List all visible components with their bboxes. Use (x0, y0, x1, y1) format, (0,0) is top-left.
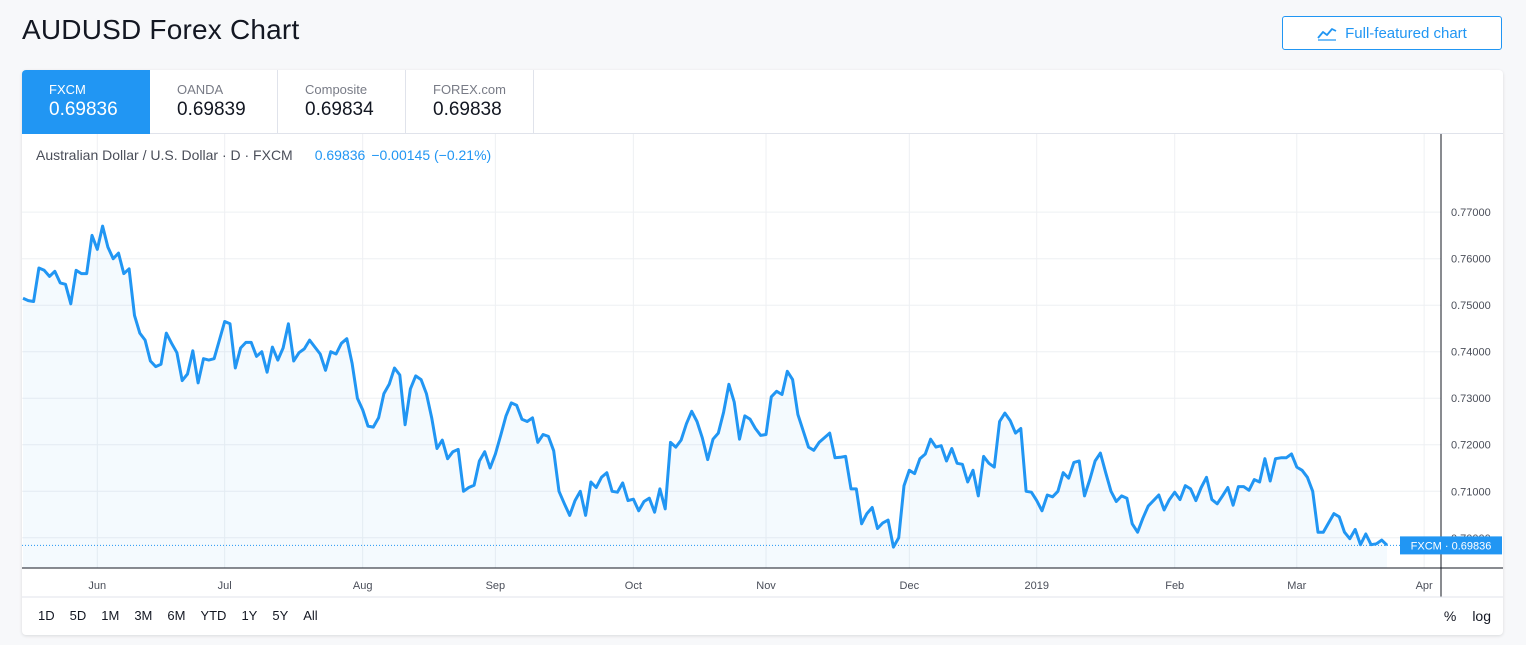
full-featured-chart-button[interactable]: Full-featured chart (1282, 16, 1502, 50)
scale-options: % log (1444, 608, 1491, 624)
chart-trend-icon (1317, 28, 1337, 41)
y-tick-label: 0.75000 (1451, 300, 1491, 312)
tab-oanda[interactable]: OANDA 0.69839 (150, 70, 278, 134)
x-tick-label: Jun (88, 580, 106, 592)
period-5y-button[interactable]: 5Y (272, 608, 289, 623)
tab-composite[interactable]: Composite 0.69834 (278, 70, 406, 134)
x-tick-label: Aug (353, 580, 373, 592)
x-tick-label: Sep (486, 580, 506, 592)
legend-change: −0.00145 (−0.21%) (371, 147, 492, 163)
tab-fxcm[interactable]: FXCM 0.69836 (22, 70, 150, 134)
legend-symbol: Australian Dollar / U.S. Dollar · D · FX… (36, 147, 293, 163)
page-title: AUDUSD Forex Chart (22, 14, 300, 45)
tab-price-value: 0.69838 (433, 99, 502, 120)
period-selector: 1D 5D 1M 3M 6M YTD 1Y 5Y All (38, 608, 333, 623)
x-tick-label: Oct (625, 580, 642, 592)
series-line-fxcm (22, 224, 1389, 549)
chart-legend: Australian Dollar / U.S. Dollar · D · FX… (36, 147, 491, 163)
x-tick-label: Apr (1416, 580, 1433, 592)
y-tick-label: 0.73000 (1451, 393, 1491, 405)
legend-last-price: 0.69836 (314, 147, 366, 163)
period-ytd-button[interactable]: YTD (200, 608, 227, 623)
y-tick-label: 0.76000 (1451, 254, 1491, 266)
tab-forex-com[interactable]: FOREX.com 0.69838 (406, 70, 534, 134)
period-3m-button[interactable]: 3M (134, 608, 153, 623)
tab-price-value: 0.69834 (305, 99, 374, 120)
tab-price-value: 0.69839 (177, 99, 246, 120)
percent-scale-toggle[interactable]: % (1443, 608, 1457, 624)
series-area-fill (23, 226, 1387, 568)
period-1y-button[interactable]: 1Y (241, 608, 258, 623)
period-1d-button[interactable]: 1D (38, 608, 55, 623)
y-tick-label: 0.74000 (1451, 347, 1491, 359)
tab-source-label: OANDA (177, 82, 224, 97)
tab-source-label: Composite (305, 82, 368, 97)
log-scale-toggle[interactable]: log (1472, 608, 1491, 624)
x-tick-label: Mar (1287, 580, 1306, 592)
chart-card: FXCM 0.69836 OANDA 0.69839 Composite 0.6… (22, 70, 1503, 635)
x-tick-label: Nov (756, 580, 776, 592)
period-all-button[interactable]: All (303, 608, 318, 623)
y-tick-label: 0.72000 (1451, 440, 1491, 452)
tab-price-value: 0.69836 (49, 99, 118, 120)
period-5d-button[interactable]: 5D (69, 608, 87, 623)
x-tick-label: Dec (900, 580, 920, 592)
y-tick-label: 0.71000 (1451, 486, 1491, 498)
y-tick-label: 0.77000 (1451, 207, 1491, 219)
last-price-badge-text: FXCM · 0.69836 (1411, 540, 1492, 552)
x-tick-label: 2019 (1024, 580, 1048, 592)
tab-source-label: FOREX.com (433, 82, 506, 97)
full-featured-chart-label: Full-featured chart (1345, 24, 1467, 42)
price-chart[interactable]: 0.77000 0.76000 0.75000 0.74000 0.73000 0.720… (22, 70, 1503, 635)
period-1m-button[interactable]: 1M (101, 608, 120, 623)
x-tick-label: Jul (218, 580, 232, 592)
source-tabs: FXCM 0.69836 OANDA 0.69839 Composite 0.6… (22, 70, 1503, 134)
period-6m-button[interactable]: 6M (167, 608, 186, 623)
last-price-badge (1400, 536, 1502, 555)
x-tick-label: Feb (1165, 580, 1184, 592)
tab-source-label: FXCM (49, 82, 86, 97)
